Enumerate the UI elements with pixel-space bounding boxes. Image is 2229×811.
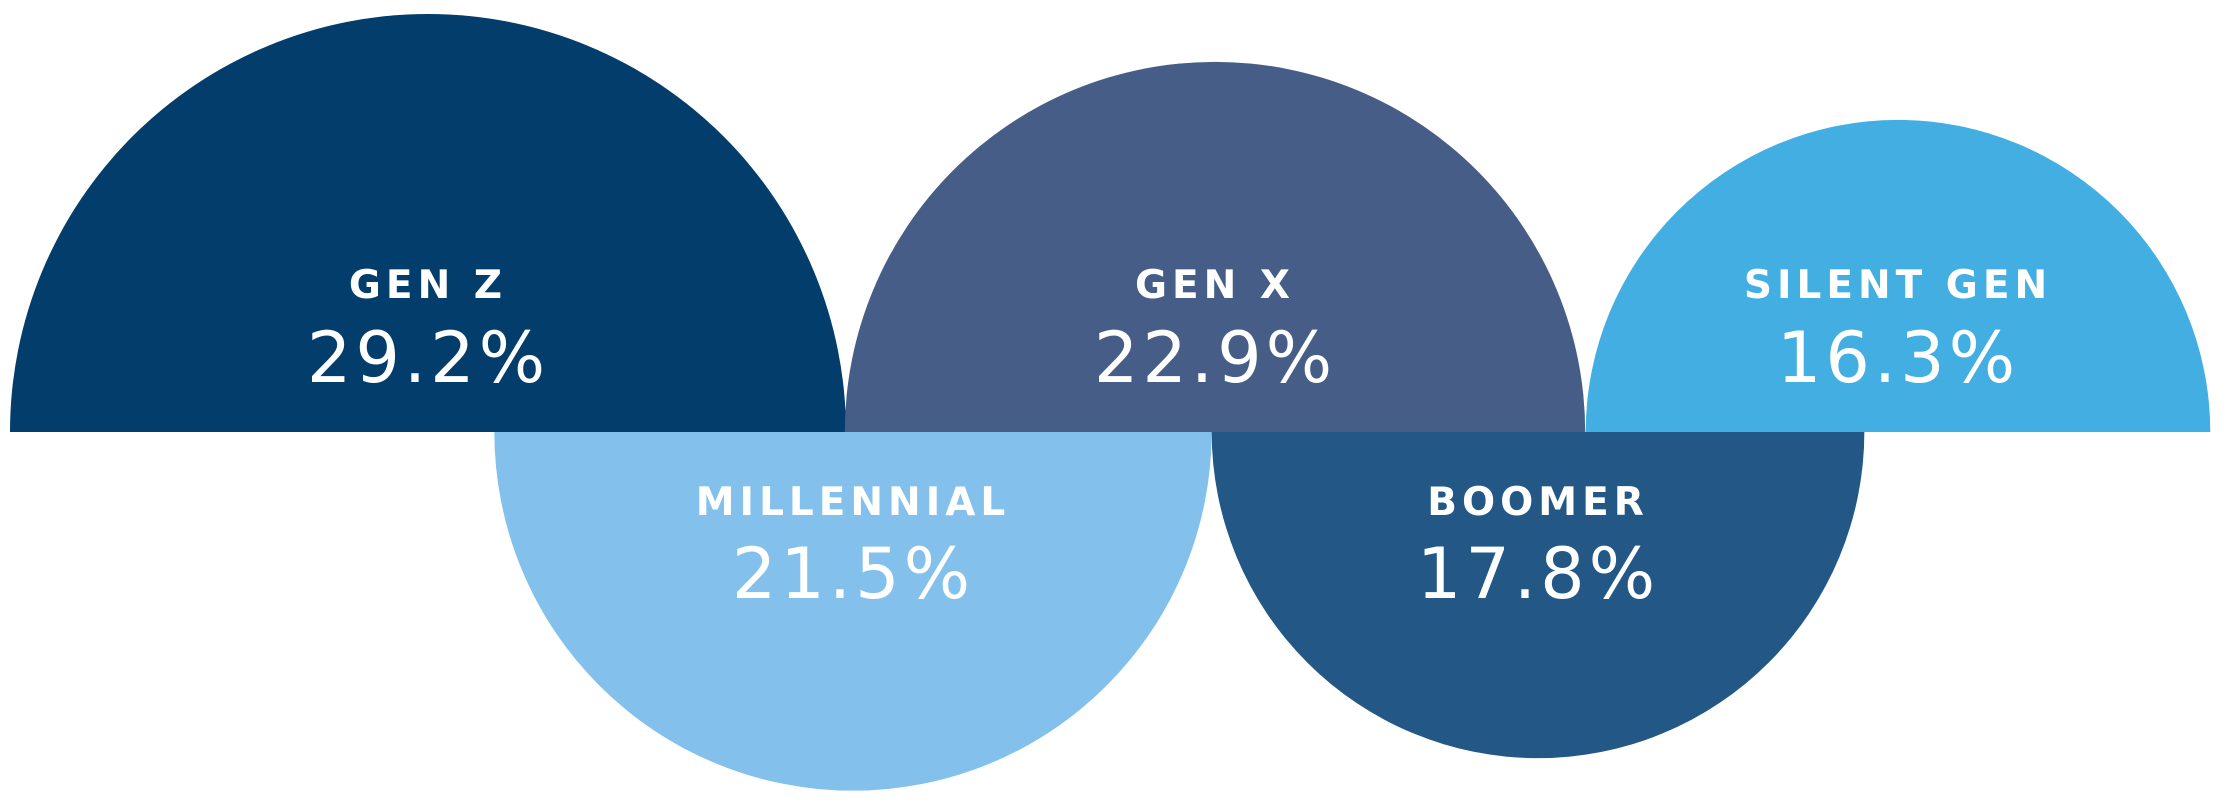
semicircle-gen-z — [10, 14, 846, 432]
value-label-gen-x: 22.9% — [1094, 317, 1336, 399]
label-layer: GEN Z 29.2% MILLENNIAL 21.5% GEN X 22.9% BOOME… — [307, 263, 2052, 615]
value-label-silent-gen: 16.3% — [1777, 317, 2019, 399]
semicircle-boomer — [1211, 432, 1865, 759]
category-label-gen-x: GEN X — [1135, 263, 1295, 308]
semicircle-layer — [10, 14, 2211, 791]
category-label-boomer: BOOMER — [1427, 480, 1649, 525]
category-label-silent-gen: SILENT GEN — [1744, 263, 2052, 308]
value-label-gen-z: 29.2% — [307, 317, 549, 399]
semicircle-gen-x — [844, 61, 1586, 432]
semicircle-silent-gen — [1585, 119, 2211, 433]
value-label-boomer: 17.8% — [1417, 533, 1659, 615]
semicircle-millennial — [494, 432, 1212, 791]
category-label-gen-z: GEN Z — [349, 263, 507, 308]
category-label-millennial: MILLENNIAL — [696, 480, 1011, 525]
value-label-millennial: 21.5% — [732, 533, 974, 615]
